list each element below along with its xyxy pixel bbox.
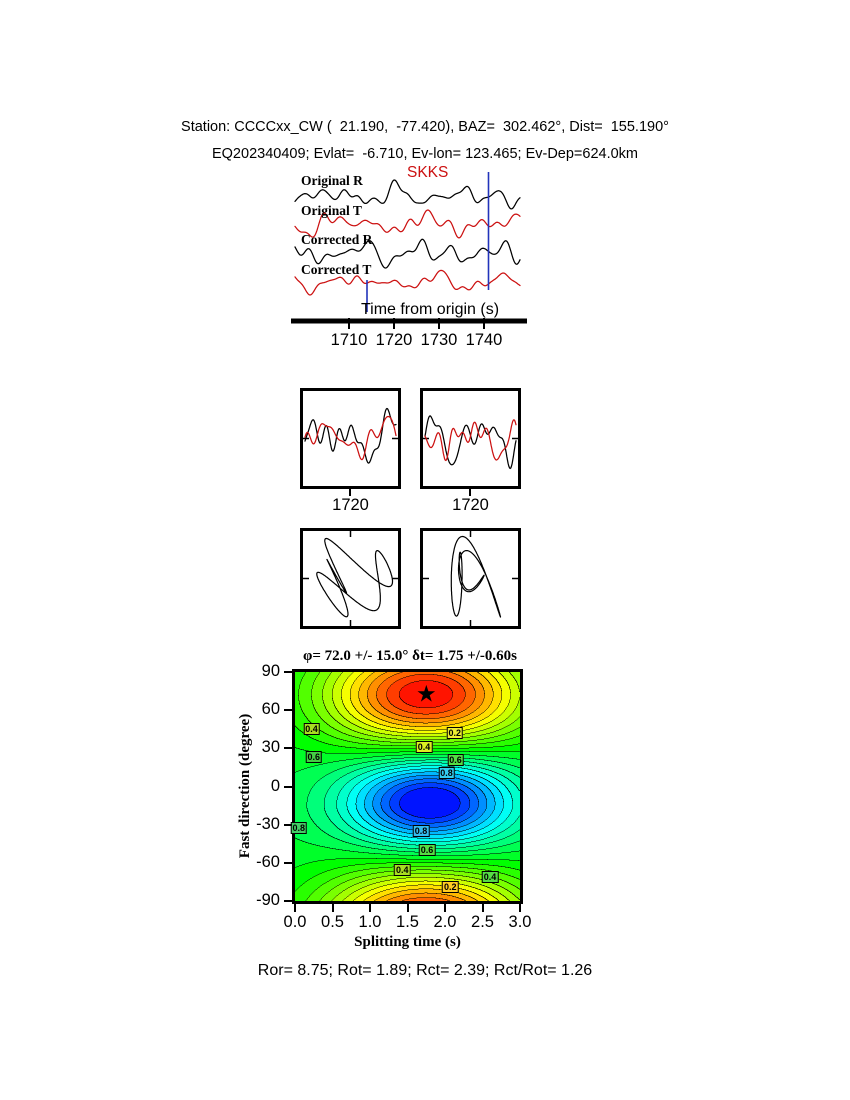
contour-level-label: 0.4 [481, 870, 499, 883]
x-tick-label: 1.5 [396, 913, 419, 931]
y-tick-label: 0 [270, 776, 280, 795]
x-tick-mark [294, 904, 296, 912]
y-tick-label: -30 [256, 814, 280, 833]
y-tick-mark [284, 785, 292, 788]
windowed-trace-plot-left [303, 407, 398, 464]
windowed-trace-tick-label-right: 1720 [452, 496, 489, 514]
station-header: Station: CCCCxx_CW ( 21.190, -77.420), B… [181, 119, 669, 135]
time-axis-ticks: 1710 1720 1730 1740 [280, 331, 540, 353]
x-tick-label: 2.5 [471, 913, 494, 931]
tick-mark [469, 489, 471, 496]
error-surface-plot: ★ 0.4 0.2 0.4 0.6 0.6 0.8 0.8 0.8 0.6 0.4 0.4 0.2 [290, 669, 523, 904]
splitting-result-title: φ= 72.0 +/- 15.0° δt= 1.75 +/-0.60s [303, 648, 517, 664]
contour-level-label: 0.2 [441, 881, 459, 893]
x-tick-mark [444, 904, 446, 912]
y-tick-mark [284, 823, 292, 826]
x-tick-mark [406, 904, 409, 912]
y-tick-mark [284, 900, 292, 902]
error-surface-contours [295, 672, 520, 901]
contour-level-label: 0.6 [447, 753, 464, 766]
time-tick-label: 1740 [465, 331, 503, 349]
seismogram-trace [294, 209, 521, 239]
time-tick-label: 1730 [420, 331, 458, 349]
tick-mark [349, 489, 351, 496]
windowed-trace [304, 415, 397, 461]
contour-level-label: 0.8 [290, 822, 308, 835]
windowed-trace [304, 407, 397, 464]
contour-level-label: 0.4 [393, 864, 411, 877]
x-tick-label: 2.0 [433, 913, 457, 931]
contour-level-label: 0.6 [418, 844, 436, 857]
x-tick-label: 0.0 [283, 913, 307, 931]
particle-motion-plot-right [423, 531, 518, 626]
seismogram-trace [294, 179, 521, 210]
best-solution-star: ★ [415, 680, 437, 707]
contour-level-label: 0.8 [412, 825, 430, 838]
y-tick-label: -90 [256, 891, 280, 909]
trace-label-corrected-r: Corrected R [301, 232, 373, 247]
contour-level-label: 0.4 [415, 741, 433, 754]
seismogram-trace [294, 238, 521, 269]
y-tick-label: -60 [256, 852, 280, 871]
contour-level-label: 0.2 [446, 727, 464, 740]
time-axis-title: Time from origin (s) [360, 301, 500, 318]
trace-label-original-r: Original R [301, 173, 363, 188]
windowed-trace-plot-right [423, 415, 518, 470]
particle-motion-path [450, 535, 502, 618]
y-tick-label: 30 [261, 738, 280, 757]
windowed-trace [424, 415, 517, 470]
particle-motion-panel-left [300, 528, 401, 629]
windowed-trace [424, 419, 517, 462]
windowed-trace-panel-right [420, 388, 521, 489]
splitting-time-axis-title: Splitting time (s) [354, 934, 461, 950]
seismogram-trace [294, 269, 521, 296]
statistics-footer: Ror= 8.75; Rot= 1.89; Rct= 2.39; Rct/Rot… [257, 962, 593, 979]
x-tick-mark [331, 904, 334, 912]
waveform-plot [291, 172, 527, 329]
windowed-trace-tick-label-left: 1720 [332, 496, 369, 514]
x-tick-mark [519, 904, 521, 912]
trace-label-corrected-t: Corrected T [301, 262, 372, 277]
contour-level-label: 0.6 [305, 751, 323, 764]
trace-label-original-t: Original T [301, 203, 362, 218]
particle-motion-plot-left [303, 531, 398, 626]
x-tick-label: 3.0 [508, 913, 532, 931]
y-tick-mark [284, 671, 292, 673]
x-tick-label: 1.0 [358, 913, 382, 931]
particle-motion-path [316, 537, 394, 618]
x-tick-mark [481, 904, 484, 912]
particle-motion-panel-right [420, 528, 521, 629]
time-tick-label: 1720 [375, 331, 413, 349]
x-tick-label: 0.5 [321, 913, 344, 931]
phase-label: SKKS [407, 164, 449, 181]
y-tick-label: 60 [261, 700, 280, 719]
x-tick-mark [369, 904, 371, 912]
y-tick-mark [284, 747, 292, 750]
y-tick-mark [284, 709, 292, 712]
time-tick-label: 1710 [330, 331, 368, 349]
contour-level-label: 0.8 [438, 766, 455, 779]
contour-level-label: 0.4 [303, 723, 320, 736]
y-tick-mark [284, 861, 292, 864]
y-tick-label: 90 [261, 662, 280, 680]
windowed-trace-panel-left [300, 388, 401, 489]
event-header: EQ202340409; Evlat= -6.710, Ev-lon= 123.… [211, 146, 638, 162]
